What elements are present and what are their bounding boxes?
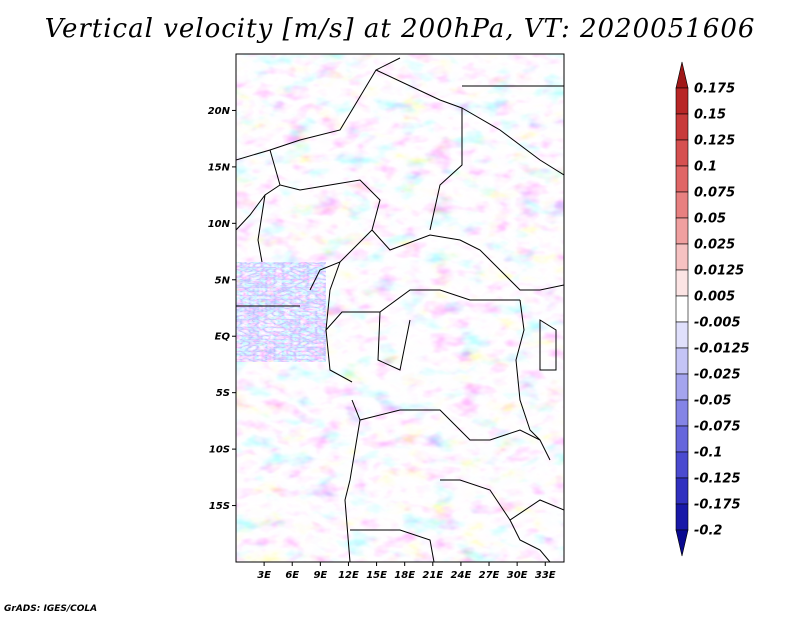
colorbar-label: 0.1 [694,160,717,175]
colorbar-swatch [675,243,689,271]
lon-tick-label: 33E [535,570,556,581]
colorbar-swatch [675,139,689,167]
lat-tick-label: 5S [216,388,230,399]
lon-tick-label: 24E [451,570,472,581]
colorbar-label: -0.0125 [694,342,750,357]
lat-tick-label: 15S [209,501,230,512]
lon-tick-label: 30E [507,570,528,581]
colorbar-swatch [675,87,689,115]
colorbar-swatch [675,399,689,427]
lat-tick-label: 15N [208,162,231,173]
colorbar-swatch [675,295,689,323]
colorbar-swatch [675,113,689,141]
lat-tick-label: 20N [208,106,231,117]
lon-tick-label: 6E [285,570,299,581]
lon-tick-label: 18E [394,570,415,581]
colorbar-swatch [675,269,689,297]
lon-tick-label: 12E [338,570,359,581]
lat-tick-label: 10S [209,445,230,456]
colorbar-swatch [675,425,689,453]
colorbar-swatch [675,503,689,531]
colorbar-label: -0.175 [694,498,741,513]
latitude-axis: 20N 15N 10N 5N EQ 5S 10S 15S [208,106,236,512]
longitude-axis: 3E 6E 9E 12E 15E 18E 21E 24E 27E 30E 33E [257,562,556,581]
grads-credit: GrADS: IGES/COLA [4,604,98,614]
colorbar-label: -0.125 [694,472,741,487]
colorbar-label: 0.125 [694,134,735,149]
colorbar-swatch [675,347,689,375]
colorbar-label: -0.075 [694,420,741,435]
colorbar-swatch [675,477,689,505]
colorbar-swatch [675,217,689,245]
colorbar-label: 0.05 [694,212,726,227]
colorbar-label: -0.005 [694,316,741,331]
colorbar-label: 0.15 [694,108,726,123]
colorbar-swatch [675,165,689,193]
lat-tick-label: 5N [215,275,231,286]
lon-tick-label: 15E [366,570,387,581]
colorbar-label: -0.2 [694,524,722,539]
lon-tick-label: 21E [422,570,443,581]
colorbar-label: 0.175 [694,82,735,97]
lon-tick-label: 9E [313,570,327,581]
colorbar-label: -0.025 [694,368,741,383]
colorbar-swatch [675,191,689,219]
colorbar-swatch [675,321,689,349]
lat-tick-label: 10N [208,219,231,230]
colorbar-label: -0.1 [694,446,722,461]
colorbar-swatch [675,529,689,557]
colorbar-label: -0.05 [694,394,731,409]
lon-tick-label: 3E [257,570,271,581]
colorbar: 0.175 0.15 0.125 0.1 0.075 0.05 0.025 0.0125 0.0… [675,61,750,557]
colorbar-label: 0.075 [694,186,735,201]
lat-tick-label: EQ [215,332,231,343]
map-title: Vertical velocity [m/s] at 200hPa, VT: 2… [44,14,756,44]
colorbar-label: 0.025 [694,238,735,253]
colorbar-swatch [675,451,689,479]
colorbar-swatch [675,373,689,401]
colorbar-swatch [675,61,689,89]
map-frame [235,53,565,563]
colorbar-label: 0.005 [694,290,735,305]
velocity-field [236,54,564,562]
lon-tick-label: 27E [479,570,500,581]
colorbar-label: 0.0125 [694,264,744,279]
country-borders [236,57,564,562]
